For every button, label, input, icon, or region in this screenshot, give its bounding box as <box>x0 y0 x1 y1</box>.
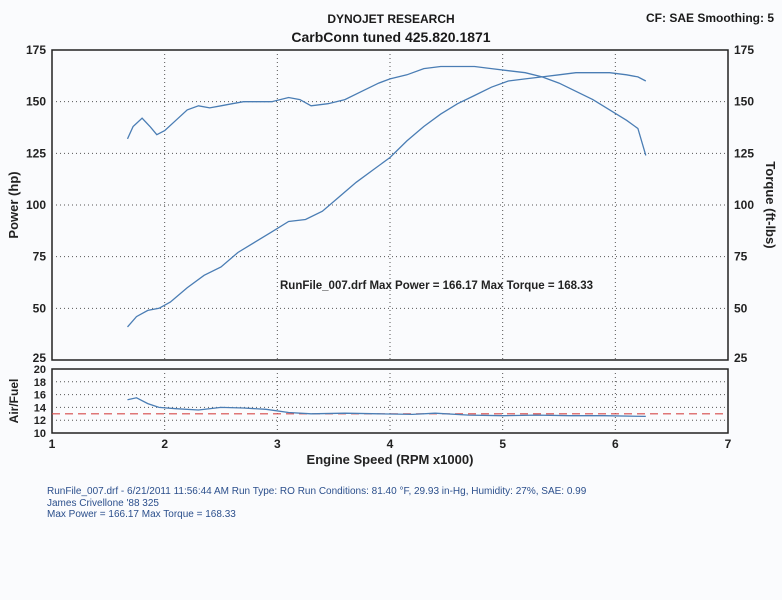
afr-tick-label: 10 <box>34 428 46 440</box>
afr-curve <box>127 397 646 418</box>
torque-curve <box>126 65 647 156</box>
y-tick-label: 175 <box>26 43 46 57</box>
run-subtitle: CarbConn tuned 425.820.1871 <box>291 29 491 45</box>
y2-tick-label: 100 <box>734 198 754 212</box>
max-annotation: RunFile_007.drf Max Power = 166.17 Max T… <box>280 280 593 292</box>
y2-tick-label: 150 <box>734 95 754 109</box>
correction-settings: CF: SAE Smoothing: 5 <box>646 11 774 25</box>
afr-axis-title: Air/Fuel <box>7 379 21 424</box>
max-values-line: Max Power = 166.17 Max Torque = 168.33 <box>47 509 236 520</box>
x-tick-label: 2 <box>161 437 168 451</box>
power-curve <box>127 72 647 328</box>
y2-tick-label: 75 <box>734 250 748 264</box>
x-axis-title: Engine Speed (RPM x1000) <box>307 452 474 467</box>
afr-tick-label: 20 <box>34 364 46 376</box>
y-tick-label: 100 <box>26 198 46 212</box>
y2-tick-label: 25 <box>734 351 748 365</box>
power-plot-frame <box>51 49 729 361</box>
y-tick-label: 50 <box>33 301 47 315</box>
vehicle-line: James Crivellone '88 325 <box>47 498 159 509</box>
y-tick-label: 25 <box>33 351 47 365</box>
y-tick-label: 125 <box>26 146 46 160</box>
x-tick-label: 4 <box>387 437 394 451</box>
afr-tick-label: 16 <box>34 390 46 402</box>
company-title: DYNOJET RESEARCH <box>327 12 455 26</box>
x-tick-label: 5 <box>499 437 506 451</box>
x-tick-label: 3 <box>274 437 281 451</box>
y-axis-title: Power (hp) <box>6 171 21 238</box>
afr-tick-label: 14 <box>34 402 47 414</box>
y2-axis-title: Torque (ft-lbs) <box>763 161 778 248</box>
x-tick-label: 1 <box>49 437 56 451</box>
x-tick-label: 7 <box>725 437 732 451</box>
x-tick-label: 6 <box>612 437 619 451</box>
y2-tick-label: 175 <box>734 43 754 57</box>
y-tick-label: 75 <box>33 250 47 264</box>
y2-tick-label: 125 <box>734 146 754 160</box>
y2-tick-label: 50 <box>734 301 748 315</box>
run-info-line: RunFile_007.drf - 6/21/2011 11:56:44 AM … <box>47 486 587 497</box>
afr-tick-label: 18 <box>34 377 46 389</box>
y-tick-label: 150 <box>26 95 46 109</box>
afr-tick-label: 12 <box>34 415 46 427</box>
